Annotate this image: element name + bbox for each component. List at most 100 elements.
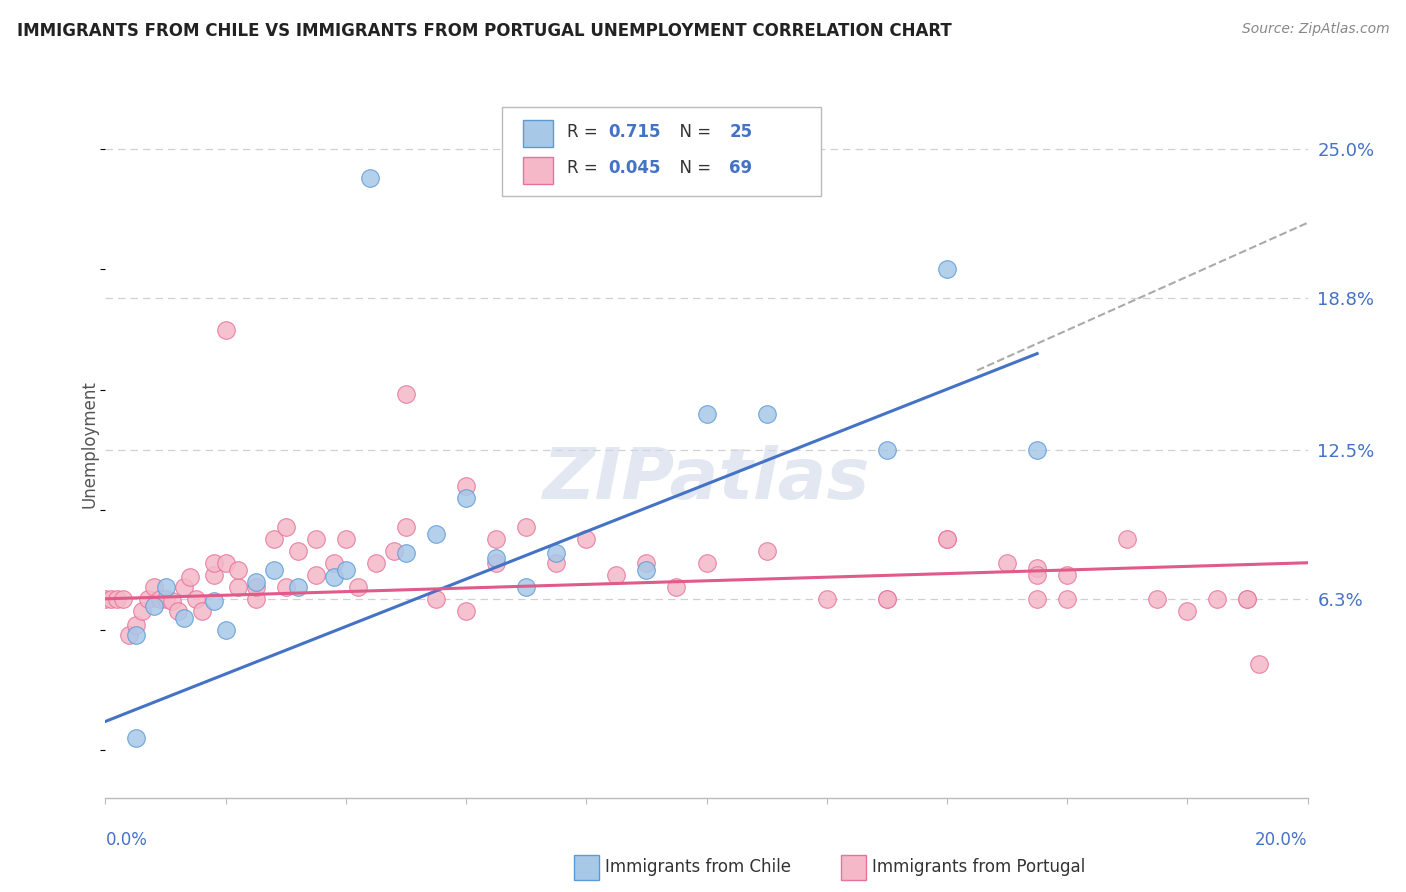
Point [155, 591, 177, 606]
Point [214, 623, 236, 637]
Text: 20.0%: 20.0% [1256, 831, 1308, 849]
Point [485, 556, 508, 570]
Point [876, 442, 898, 457]
Text: 25: 25 [730, 123, 752, 141]
Point [179, 570, 201, 584]
Point [425, 527, 447, 541]
Point [245, 591, 267, 606]
Point [160, 594, 183, 608]
Point [696, 407, 718, 421]
Point [1026, 442, 1049, 457]
Point [118, 628, 141, 642]
Point [124, 618, 146, 632]
Point [263, 563, 285, 577]
Point [226, 580, 249, 594]
Point [1026, 567, 1049, 582]
Point [425, 591, 447, 606]
Point [335, 563, 357, 577]
Point [665, 580, 688, 594]
Point [395, 387, 418, 401]
Point [214, 556, 236, 570]
Text: ZIPatlas: ZIPatlas [543, 445, 870, 514]
Bar [523, 120, 553, 147]
Text: 0.0%: 0.0% [105, 831, 148, 849]
Point [214, 322, 236, 336]
Point [142, 580, 165, 594]
Point [107, 591, 129, 606]
Point [395, 546, 418, 560]
Point [94, 591, 117, 606]
FancyBboxPatch shape [502, 107, 821, 195]
Point [876, 591, 898, 606]
Text: 0.045: 0.045 [607, 160, 661, 178]
Point [454, 604, 477, 618]
Y-axis label: Unemployment: Unemployment [80, 380, 98, 508]
Point [100, 591, 122, 606]
Point [1026, 560, 1049, 574]
Point [305, 567, 328, 582]
Point [696, 556, 718, 570]
Point [142, 599, 165, 613]
Point [1236, 591, 1258, 606]
Point [1249, 657, 1271, 671]
Text: Source: ZipAtlas.com: Source: ZipAtlas.com [1241, 22, 1389, 37]
Point [322, 570, 344, 584]
Point [263, 532, 285, 546]
Point [322, 556, 344, 570]
Point [359, 171, 381, 186]
Point [1116, 532, 1139, 546]
Point [155, 580, 177, 594]
Point [936, 532, 959, 546]
Point [190, 604, 212, 618]
Point [124, 628, 146, 642]
Text: R =: R = [567, 160, 603, 178]
Point [347, 580, 370, 594]
Point [1056, 567, 1078, 582]
Point [1056, 591, 1078, 606]
Point [936, 532, 959, 546]
Point [364, 556, 387, 570]
Point [485, 532, 508, 546]
Point [936, 262, 959, 277]
Point [546, 556, 568, 570]
Point [184, 591, 207, 606]
Point [1146, 591, 1168, 606]
Point [305, 532, 328, 546]
Point [148, 591, 170, 606]
Point [173, 611, 195, 625]
Point [454, 491, 477, 505]
Point [335, 532, 357, 546]
Text: N =: N = [669, 160, 717, 178]
Point [605, 567, 627, 582]
Bar [523, 157, 553, 184]
Point [131, 604, 153, 618]
Point [1236, 591, 1258, 606]
Point [755, 407, 778, 421]
Point [815, 591, 838, 606]
Point [515, 580, 537, 594]
Text: 0.715: 0.715 [607, 123, 661, 141]
Point [166, 604, 188, 618]
Point [202, 567, 225, 582]
Point [1175, 604, 1198, 618]
Point [1206, 591, 1229, 606]
Point [274, 519, 297, 533]
Point [274, 580, 297, 594]
Point [287, 580, 309, 594]
Text: 69: 69 [730, 160, 752, 178]
Text: R =: R = [567, 123, 603, 141]
Point [112, 591, 135, 606]
Point [1026, 591, 1049, 606]
Point [454, 479, 477, 493]
Point [245, 574, 267, 589]
Point [202, 556, 225, 570]
Point [485, 551, 508, 566]
Text: N =: N = [669, 123, 717, 141]
Point [636, 556, 658, 570]
Point [636, 563, 658, 577]
Point [515, 519, 537, 533]
Text: Immigrants from Chile: Immigrants from Chile [605, 858, 790, 876]
Point [876, 591, 898, 606]
Point [575, 532, 598, 546]
Point [226, 563, 249, 577]
